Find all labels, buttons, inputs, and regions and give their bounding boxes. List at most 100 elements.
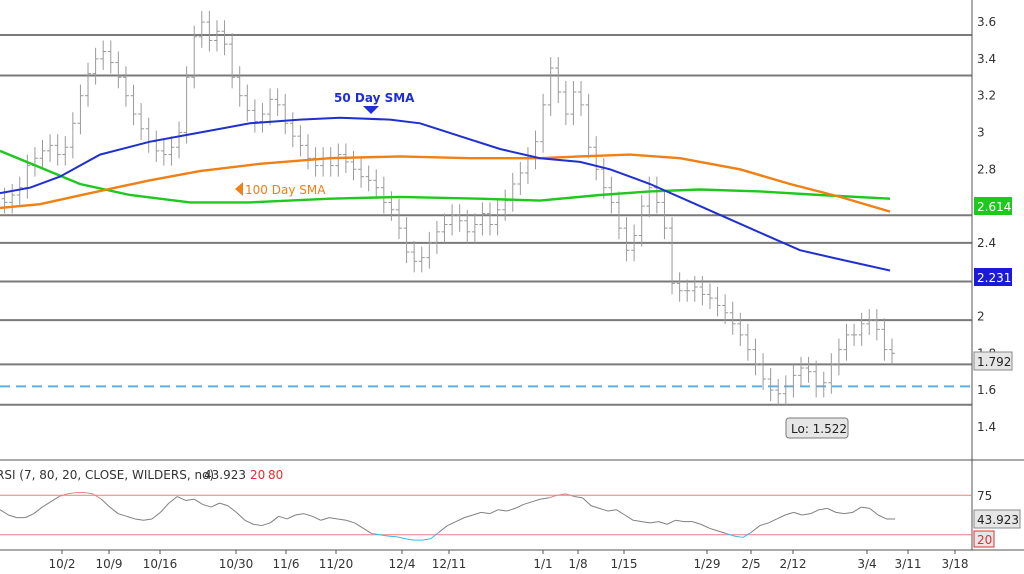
price-bar [373, 169, 380, 199]
x-tick-label: 1/29 [694, 557, 721, 571]
rsi-segment [25, 513, 34, 519]
price-bar [350, 150, 357, 181]
price-bar [130, 84, 137, 126]
rsi-segment [540, 497, 549, 500]
rsi-segment [700, 523, 710, 529]
rsi-segment [776, 514, 786, 520]
rsi-segment [709, 527, 718, 532]
price-bar [244, 84, 251, 122]
rsi-panel: RSI (7, 80, 20, CLOSE, WILDERS, no) 43.9… [0, 468, 1021, 548]
price-bar [775, 379, 782, 405]
price-bar [570, 80, 577, 126]
price-bar [274, 88, 281, 116]
rsi-segment [641, 521, 651, 524]
rsi-segment [624, 514, 634, 521]
rsi-segment [33, 506, 43, 515]
x-tick-label: 1/15 [611, 557, 638, 571]
price-last-value-box [973, 351, 1013, 371]
rsi-segment [523, 501, 533, 505]
rsi-last-value: 43.923 [977, 513, 1019, 527]
price-bar [828, 353, 835, 394]
rsi-segment [84, 492, 93, 495]
x-tick-label: 10/16 [143, 557, 178, 571]
rsi-segment [177, 496, 186, 501]
price-bar [638, 195, 645, 247]
price-bar [16, 176, 23, 207]
rsi-segment [616, 509, 626, 516]
rsi-segment [548, 494, 558, 499]
support-resistance-lines [0, 33, 972, 406]
low-label: Lo: 1.522 [791, 422, 847, 436]
price-bar [873, 309, 880, 341]
price-bar [418, 246, 425, 273]
price-bar [69, 112, 76, 159]
rsi-segment [481, 511, 490, 515]
price-bar [615, 191, 622, 240]
sma-100-line [0, 153, 891, 213]
rsi-segment [785, 511, 794, 516]
price-bar [623, 217, 630, 262]
price-y-tick: 3.2 [977, 89, 996, 103]
rsi-segment [244, 519, 254, 525]
rsi-segment [692, 521, 701, 525]
rsi-segment [202, 503, 212, 508]
price-bar [782, 375, 789, 405]
price-bar [790, 364, 797, 398]
price-bar [145, 117, 152, 153]
rsi-segment [329, 517, 338, 520]
price-bar [631, 224, 638, 262]
rsi-segment [50, 496, 60, 503]
rsi-segment [658, 521, 668, 525]
price-y-tick: 1.6 [977, 383, 996, 397]
sma-50-arrow-icon [363, 106, 379, 114]
price-bar [805, 356, 812, 383]
price-y-axis-ticks: 3.63.43.232.82.62.42.221.81.61.4 [977, 15, 996, 434]
rsi-segment [109, 506, 119, 515]
x-tick-label: 11/20 [319, 557, 354, 571]
price-y-tick: 1.4 [977, 420, 996, 434]
rsi-segment [185, 498, 195, 501]
x-tick-label: 2/5 [741, 557, 760, 571]
price-bar [267, 88, 274, 126]
price-bar [441, 213, 448, 243]
price-bar [797, 356, 804, 387]
x-tick-label: 11/6 [273, 557, 300, 571]
price-bar [729, 301, 736, 335]
x-axis-ticks: 10/2 10/9 10/16 10/30 11/6 11/20 12/4 12/11 1/1 1… [49, 550, 968, 571]
price-bar [62, 136, 69, 166]
price-bar [843, 323, 850, 361]
rsi-segment [430, 531, 440, 540]
price-bar [456, 204, 463, 232]
price-bar [77, 84, 84, 135]
price-bar [9, 184, 16, 214]
rsi-segment [447, 521, 457, 527]
price-bar [115, 51, 122, 89]
rsi-segment [126, 515, 136, 520]
price-bar [403, 217, 410, 264]
rsi-segment [861, 506, 870, 509]
price-bar [593, 136, 600, 181]
x-tick-label: 2/12 [780, 557, 807, 571]
rsi-oversold-value-box [973, 530, 995, 548]
price-bar [183, 66, 190, 144]
price-bar [213, 20, 220, 52]
price-bar [540, 93, 547, 153]
rsi-segment [269, 515, 279, 524]
price-bar [699, 276, 706, 306]
price-bar [744, 323, 751, 361]
price-bar [714, 287, 721, 317]
price-bar [889, 338, 895, 365]
rsi-segment [725, 533, 735, 537]
price-bar [691, 276, 698, 302]
price-bar [31, 147, 38, 177]
rsi-segment [827, 507, 837, 513]
price-bar [509, 172, 516, 212]
rsi-segment [717, 530, 727, 534]
rsi-segment [337, 518, 347, 521]
rsi-segment [143, 518, 153, 521]
sma-100-label: 100 Day SMA [245, 183, 326, 197]
rsi-segment [219, 502, 229, 507]
price-bar [555, 57, 562, 104]
rsi-segment [877, 514, 887, 520]
price-bar [813, 360, 820, 398]
